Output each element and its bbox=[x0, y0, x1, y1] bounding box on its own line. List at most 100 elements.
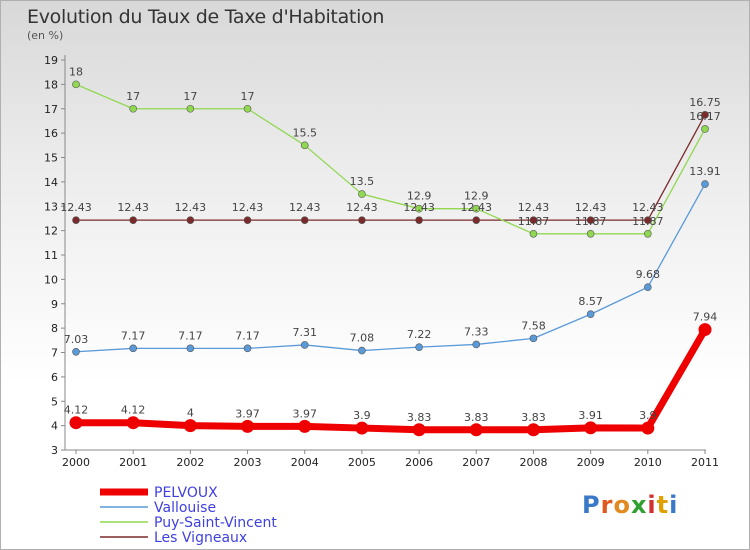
data-point bbox=[701, 111, 709, 119]
y-tick-label: 9 bbox=[51, 298, 58, 311]
logo-letter: i bbox=[647, 491, 657, 519]
data-point bbox=[183, 419, 197, 433]
data-point bbox=[355, 421, 369, 435]
logo-letter: t bbox=[656, 491, 670, 519]
data-point bbox=[415, 343, 423, 351]
data-label: 12.43 bbox=[60, 201, 92, 214]
data-point bbox=[586, 216, 595, 224]
data-point bbox=[72, 216, 80, 224]
data-label: 9.68 bbox=[636, 268, 661, 281]
data-point bbox=[469, 423, 483, 437]
data-label: 3.91 bbox=[578, 409, 603, 422]
data-point bbox=[358, 216, 366, 224]
y-tick-label: 11 bbox=[44, 249, 58, 262]
data-point bbox=[69, 416, 83, 430]
data-label: 11.87 bbox=[632, 215, 664, 228]
data-point bbox=[472, 216, 481, 224]
y-tick-label: 17 bbox=[44, 103, 58, 116]
y-tick-label: 7 bbox=[51, 347, 58, 360]
logo-letter: P bbox=[582, 491, 601, 519]
data-label: 3.83 bbox=[521, 411, 546, 424]
data-label: 3.97 bbox=[235, 407, 260, 420]
data-label: 7.17 bbox=[121, 329, 146, 342]
data-label: 12.43 bbox=[175, 201, 207, 214]
series-line-les vigneaux bbox=[76, 114, 706, 221]
chart-title: Evolution du Taux de Taxe d'Habitation bbox=[27, 6, 385, 28]
y-tick-label: 6 bbox=[51, 371, 58, 384]
data-label: 17 bbox=[126, 90, 140, 103]
data-label: 12.9 bbox=[464, 190, 489, 203]
y-tick-label: 14 bbox=[44, 176, 58, 189]
data-label: 15.5 bbox=[292, 126, 317, 139]
x-tick-label: 2002 bbox=[176, 456, 204, 469]
data-point bbox=[472, 204, 481, 213]
data-label: 12.43 bbox=[289, 201, 321, 214]
x-tick-label: 2000 bbox=[62, 456, 90, 469]
y-tick-label: 3 bbox=[51, 444, 58, 457]
data-label: 3.83 bbox=[464, 411, 489, 424]
data-label: 7.94 bbox=[693, 311, 718, 324]
data-label: 4.12 bbox=[121, 404, 146, 417]
data-point bbox=[586, 310, 595, 319]
data-point bbox=[243, 216, 252, 224]
data-label: 12.43 bbox=[632, 201, 664, 214]
data-label: 8.57 bbox=[578, 295, 603, 308]
data-label: 12.43 bbox=[518, 201, 550, 214]
data-point bbox=[358, 346, 366, 355]
data-label: 7.17 bbox=[235, 329, 260, 342]
data-label: 3.9 bbox=[639, 409, 657, 422]
y-tick-label: 15 bbox=[44, 152, 58, 165]
data-label: 12.9 bbox=[407, 190, 432, 203]
logo-letter: i bbox=[669, 491, 679, 519]
y-tick-label: 19 bbox=[44, 54, 58, 67]
legend-entry: Les Vigneaux bbox=[154, 530, 247, 546]
data-point bbox=[701, 180, 709, 188]
data-label: 12.43 bbox=[232, 201, 264, 214]
y-unit-label: (en %) bbox=[27, 29, 64, 42]
data-label: 12.43 bbox=[575, 201, 607, 214]
y-tick-label: 16 bbox=[44, 127, 58, 140]
data-label: 17 bbox=[183, 90, 197, 103]
data-point bbox=[72, 80, 80, 89]
data-point bbox=[529, 229, 538, 238]
x-tick-label: 2006 bbox=[405, 456, 433, 469]
data-label: 12.43 bbox=[461, 201, 493, 214]
series-line-puy-saint-vincent bbox=[75, 83, 706, 235]
data-label: 7.22 bbox=[407, 328, 432, 341]
data-label: 16.17 bbox=[689, 110, 721, 123]
x-tick-label: 2001 bbox=[119, 456, 147, 469]
data-point bbox=[300, 216, 309, 224]
y-tick-label: 18 bbox=[44, 78, 58, 91]
series-line-pelvoux bbox=[76, 327, 709, 434]
data-point bbox=[529, 216, 538, 224]
data-point bbox=[698, 323, 712, 337]
data-label: 7.17 bbox=[178, 329, 203, 342]
legend-entry: PELVOUX bbox=[154, 485, 218, 501]
x-tick-label: 2009 bbox=[577, 456, 605, 469]
proxiti-logo: Proxiti bbox=[582, 491, 678, 519]
data-label: 7.31 bbox=[292, 326, 317, 339]
data-point bbox=[529, 334, 538, 343]
data-label: 11.87 bbox=[518, 215, 550, 228]
data-label: 13.5 bbox=[350, 175, 375, 188]
x-tick-label: 2004 bbox=[291, 456, 319, 469]
y-tick-label: 10 bbox=[44, 273, 58, 286]
data-label: 4.12 bbox=[64, 404, 89, 417]
data-label: 3.97 bbox=[292, 407, 317, 420]
data-label: 3.9 bbox=[353, 409, 371, 422]
data-point bbox=[641, 421, 655, 435]
data-label: 12.43 bbox=[117, 201, 149, 214]
data-point bbox=[241, 419, 255, 433]
data-label: 3.83 bbox=[407, 411, 432, 424]
x-tick-label: 2011 bbox=[691, 456, 719, 469]
x-tick-label: 2005 bbox=[348, 456, 376, 469]
data-point bbox=[243, 104, 252, 113]
data-point bbox=[300, 341, 309, 349]
data-point bbox=[186, 216, 195, 224]
data-point bbox=[644, 216, 652, 224]
data-point bbox=[412, 423, 426, 437]
data-point bbox=[300, 141, 309, 150]
data-point bbox=[126, 416, 140, 430]
data-label: 11.87 bbox=[575, 215, 607, 228]
